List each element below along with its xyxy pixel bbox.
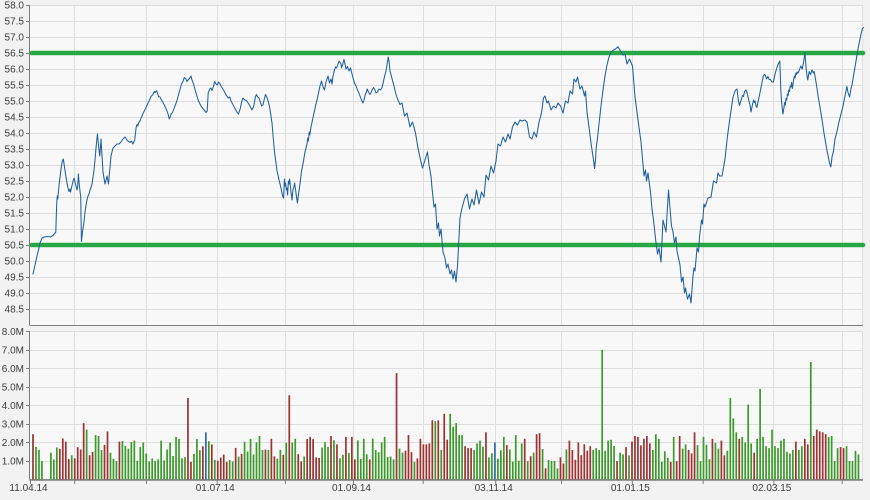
svg-text:58.0: 58.0	[5, 1, 25, 12]
svg-text:57.0: 57.0	[5, 33, 25, 44]
svg-text:56.0: 56.0	[5, 65, 25, 76]
svg-text:51.5: 51.5	[5, 209, 25, 220]
svg-text:48.5: 48.5	[5, 305, 25, 316]
svg-text:5.0M: 5.0M	[2, 383, 24, 394]
svg-text:1.0M: 1.0M	[2, 457, 24, 468]
svg-text:52.0: 52.0	[5, 193, 25, 204]
svg-text:53.0: 53.0	[5, 161, 25, 172]
svg-text:49.0: 49.0	[5, 289, 25, 300]
svg-text:3.0M: 3.0M	[2, 420, 24, 431]
svg-text:01.01.15: 01.01.15	[611, 483, 650, 494]
svg-text:54.5: 54.5	[5, 113, 25, 124]
svg-text:01.09.14: 01.09.14	[332, 483, 371, 494]
svg-text:49.5: 49.5	[5, 273, 25, 284]
svg-text:52.5: 52.5	[5, 177, 25, 188]
svg-text:57.5: 57.5	[5, 17, 25, 28]
svg-text:03.11.14: 03.11.14	[475, 483, 514, 494]
svg-text:4.0M: 4.0M	[2, 401, 24, 412]
svg-text:01.07.14: 01.07.14	[196, 483, 235, 494]
svg-text:8.0M: 8.0M	[2, 327, 24, 338]
svg-text:51.0: 51.0	[5, 225, 25, 236]
svg-text:53.5: 53.5	[5, 145, 25, 156]
svg-text:2.0M: 2.0M	[2, 438, 24, 449]
svg-text:55.5: 55.5	[5, 81, 25, 92]
svg-text:6.0M: 6.0M	[2, 364, 24, 375]
svg-text:02.03.15: 02.03.15	[752, 483, 791, 494]
svg-text:54.0: 54.0	[5, 129, 25, 140]
svg-text:50.0: 50.0	[5, 257, 25, 268]
svg-text:50.5: 50.5	[5, 241, 25, 252]
svg-text:56.5: 56.5	[5, 49, 25, 60]
svg-text:55.0: 55.0	[5, 97, 25, 108]
svg-text:11.04.14: 11.04.14	[9, 483, 48, 494]
svg-text:7.0M: 7.0M	[2, 346, 24, 357]
